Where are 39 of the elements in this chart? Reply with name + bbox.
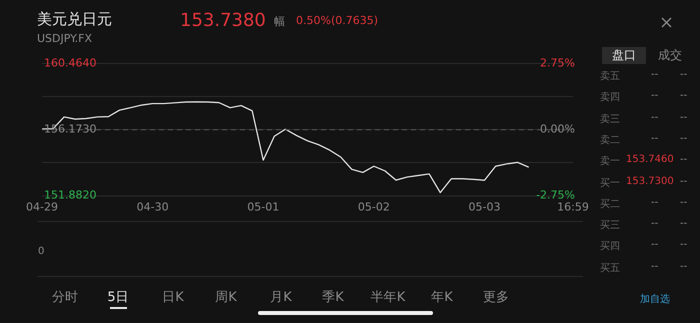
text: 年K bbox=[431, 289, 453, 306]
text: 买一 153.7300 -- bbox=[600, 176, 688, 190]
text: 卖二 -- -- bbox=[600, 132, 688, 146]
text: 周K bbox=[215, 289, 237, 306]
text: 季K bbox=[322, 289, 344, 306]
text: 5日 bbox=[107, 289, 129, 306]
text: 加自选 bbox=[640, 292, 670, 306]
x-tick-label: 04-29 bbox=[26, 200, 58, 214]
text: 成交 bbox=[657, 47, 683, 64]
text: 0.50%(0.7635) bbox=[296, 14, 378, 27]
text: 盘口 bbox=[602, 47, 646, 64]
text: 153.7380 bbox=[180, 10, 266, 31]
text: 卖四 -- -- bbox=[600, 90, 688, 104]
y-tick-label: 151.8820 bbox=[44, 188, 96, 202]
y2-tick-label: 2.75% bbox=[540, 56, 575, 70]
chart-title: 美元兑日元 bbox=[37, 10, 112, 29]
x-tick-label: 16:59 bbox=[557, 200, 589, 214]
text: 更多 bbox=[483, 289, 509, 306]
x-tick-label: 04-30 bbox=[136, 200, 169, 214]
text: 分时 bbox=[52, 289, 78, 306]
text: 买三 -- -- bbox=[600, 218, 688, 232]
text: 卖一 153.7460 -- bbox=[600, 154, 688, 168]
text: 卖五 -- -- bbox=[600, 69, 688, 82]
y-tick-label: 160.4640 bbox=[44, 56, 96, 70]
text: 日K bbox=[162, 289, 184, 306]
chart-subtitle: USDJPY.FX bbox=[37, 32, 92, 45]
text: 买二 -- -- bbox=[600, 196, 688, 210]
text: 买五 -- -- bbox=[600, 260, 688, 274]
text: 半年K bbox=[370, 289, 406, 306]
y2-tick-label: -2.75% bbox=[536, 188, 575, 202]
text: 月K bbox=[270, 289, 292, 306]
x-tick-label: 05-02 bbox=[358, 200, 390, 214]
text: 0 bbox=[38, 246, 44, 257]
text: 幅 bbox=[274, 14, 285, 29]
x-tick-label: 05-01 bbox=[247, 200, 280, 214]
text: 买四 -- -- bbox=[600, 239, 688, 252]
text: 卖三 -- -- bbox=[600, 112, 688, 125]
y2-tick-label: 0.00% bbox=[540, 122, 575, 136]
x-tick-label: 05-03 bbox=[468, 200, 500, 214]
